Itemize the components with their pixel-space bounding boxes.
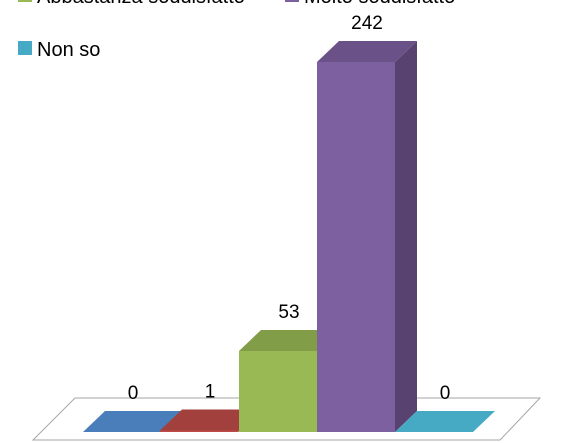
bar-top [83,411,183,432]
legend-swatch-non-so [18,41,32,55]
bar-top [395,411,495,432]
bar-top [317,41,417,62]
data-label: 1 [205,381,216,402]
legend-swatch-molto [285,0,299,2]
legend-label-non-so: Non so [37,39,100,61]
data-label: 0 [128,383,139,404]
bar [83,411,183,432]
bar-top [160,409,260,431]
data-label: 53 [278,302,299,323]
data-labels: 0 1 53 242 0 [128,13,451,404]
bars [83,41,495,432]
legend-label-abbastanza: Abbastanza soddisfatto [37,0,245,8]
bar [317,41,417,432]
bar [395,411,495,432]
legend-label-molto: Molto soddisfatto [304,0,455,8]
data-label: 0 [440,383,451,404]
bar-top [239,329,339,351]
bar-front [317,62,395,432]
legend: Abbastanza soddisfatto Molto soddisfatto… [18,0,455,61]
bar-front [239,350,317,432]
data-label: 242 [351,13,383,34]
legend-swatch-abbastanza [18,0,32,2]
bar-side [395,41,417,432]
bar-front [160,430,238,432]
